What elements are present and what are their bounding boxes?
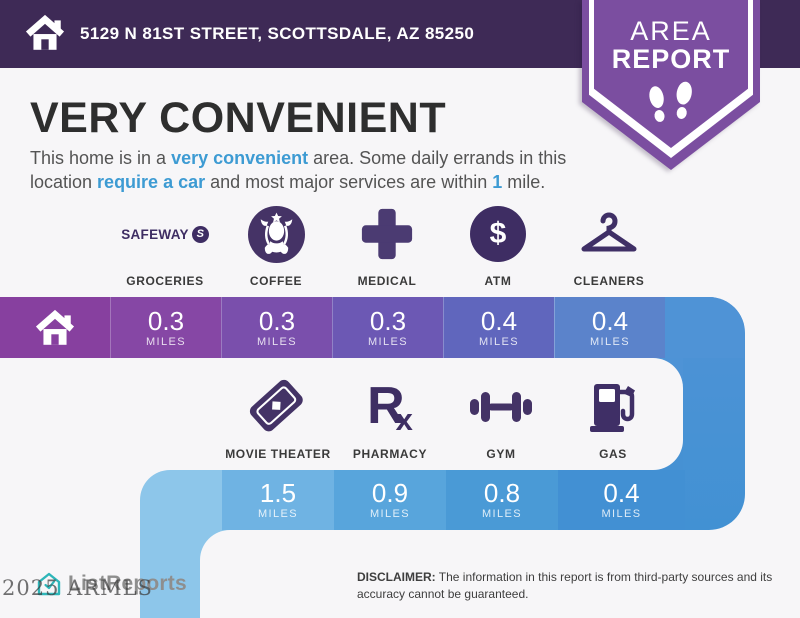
amenity-gas: GAS [553, 376, 673, 461]
walkability-description: This home is in a very convenient area. … [30, 146, 582, 195]
amenity-cleaners: CLEANERS [549, 203, 669, 288]
amenity-movie-theater: MOVIE THEATER [218, 376, 338, 461]
badge-line1: AREA [630, 16, 712, 46]
desc-text: and most major services are within [205, 172, 493, 193]
amenity-label: GROCERIES [126, 274, 204, 288]
badge-line2: REPORT [611, 44, 731, 74]
amenity-label: MEDICAL [357, 274, 417, 288]
distance-value: 0.4 [603, 478, 640, 508]
distance-cell-medical: 0.3 MILES [332, 297, 443, 358]
desc-highlight-very-convenient: very convenient [171, 148, 309, 168]
distance-unit: MILES [369, 508, 410, 520]
amenity-label: GYM [486, 447, 516, 461]
distance-bar-row2: 1.5 MILES 0.9 MILES 0.8 MILES 0.4 MILES [140, 470, 685, 530]
area-report-badge: AREA REPORT [582, 0, 760, 170]
distance-value: 0.3 [147, 305, 185, 336]
snake-inner-corner [653, 440, 683, 470]
amenity-groceries: SAFEWAY S GROCERIES [105, 203, 225, 288]
distance-unit: MILES [256, 335, 297, 348]
medical-cross-icon [361, 208, 413, 260]
distance-cell-movie-theater: 1.5 MILES [222, 470, 334, 530]
distance-value: 1.5 [259, 478, 297, 508]
amenity-pharmacy: R x PHARMACY [330, 376, 450, 462]
distance-bar-row1: 0.3 MILES 0.3 MILES 0.3 MILES 0.4 MILES … [0, 297, 745, 358]
desc-text: mile. [502, 172, 546, 193]
distance-unit: MILES [367, 335, 408, 348]
distance-unit: MILES [478, 335, 519, 348]
distance-value: 0.4 [591, 305, 629, 336]
amenity-medical: MEDICAL [327, 203, 447, 288]
distance-value: 0.9 [371, 478, 409, 508]
distance-value: 0.3 [369, 305, 407, 336]
bar1-end-segment [665, 297, 744, 358]
walkability-title: VERY CONVENIENT [30, 94, 447, 142]
atm-dollar-icon: $ [470, 206, 526, 262]
rx-letter-r: R [367, 376, 405, 435]
rx-icon: R x [367, 380, 413, 435]
amenity-label: MOVIE THEATER [225, 447, 331, 461]
amenity-label: GAS [599, 447, 627, 461]
distance-value: 0.8 [483, 478, 521, 508]
snake-inner-corner [200, 530, 230, 560]
distance-unit: MILES [145, 335, 186, 348]
listreports-wordmark: ListReports [68, 572, 187, 595]
snake-inner-corner [653, 358, 683, 388]
safeway-logo-icon: SAFEWAY S [121, 225, 209, 243]
amenity-label: CLEANERS [573, 274, 645, 288]
movie-ticket-icon [249, 379, 303, 431]
amenity-label: COFFEE [249, 274, 303, 288]
dollar-sign: $ [489, 217, 507, 250]
amenity-atm: $ ATM [438, 203, 558, 288]
listreports-house-icon [37, 572, 61, 596]
property-address: 5129 N 81ST STREET, SCOTTSDALE, AZ 85250 [80, 24, 475, 43]
desc-text: area. Some daily errands in this locatio… [30, 148, 567, 193]
distance-value: 0.4 [480, 305, 518, 336]
home-cell [0, 297, 110, 358]
safeway-wordmark: SAFEWAY [121, 226, 189, 242]
distance-value: 0.3 [258, 305, 296, 336]
rx-letter-x: x [395, 401, 413, 437]
safeway-mark: S [191, 225, 209, 243]
distance-cell-gas: 0.4 MILES [558, 470, 685, 530]
distance-unit: MILES [601, 508, 642, 520]
distance-unit: MILES [257, 508, 298, 520]
home-icon [25, 14, 65, 50]
distance-unit: MILES [589, 335, 630, 348]
hanger-icon [581, 212, 637, 252]
armls-watermark: 2025 ARMLS [2, 576, 153, 600]
bar2-start-segment [140, 470, 222, 530]
home-icon [35, 309, 75, 345]
disclaimer-label: DISCLAIMER: [357, 570, 436, 584]
starbucks-logo-icon [247, 205, 305, 263]
distance-cell-groceries: 0.3 MILES [110, 297, 221, 358]
amenity-label: ATM [484, 274, 512, 288]
desc-highlight-require-a-car: require a car [97, 172, 206, 193]
disclaimer-text: The information in this report is from t… [357, 570, 773, 602]
distance-cell-cleaners: 0.4 MILES [554, 297, 665, 358]
distance-cell-atm: 0.4 MILES [443, 297, 554, 358]
footprints-icon [649, 81, 692, 122]
desc-highlight-one: 1 [492, 172, 503, 193]
distance-cell-coffee: 0.3 MILES [221, 297, 332, 358]
amenity-coffee: COFFEE [216, 203, 336, 288]
gas-pump-icon [590, 384, 635, 432]
amenity-gym: GYM [441, 376, 561, 461]
listreports-logo: ListReports [36, 571, 187, 597]
desc-text: This home is in a [30, 148, 172, 168]
dumbbell-icon [470, 392, 532, 422]
distance-cell-pharmacy: 0.9 MILES [334, 470, 446, 530]
distance-unit: MILES [481, 508, 522, 520]
amenity-label: PHARMACY [352, 447, 428, 461]
distance-cell-gym: 0.8 MILES [446, 470, 558, 530]
disclaimer: DISCLAIMER: The information in this repo… [357, 569, 777, 604]
